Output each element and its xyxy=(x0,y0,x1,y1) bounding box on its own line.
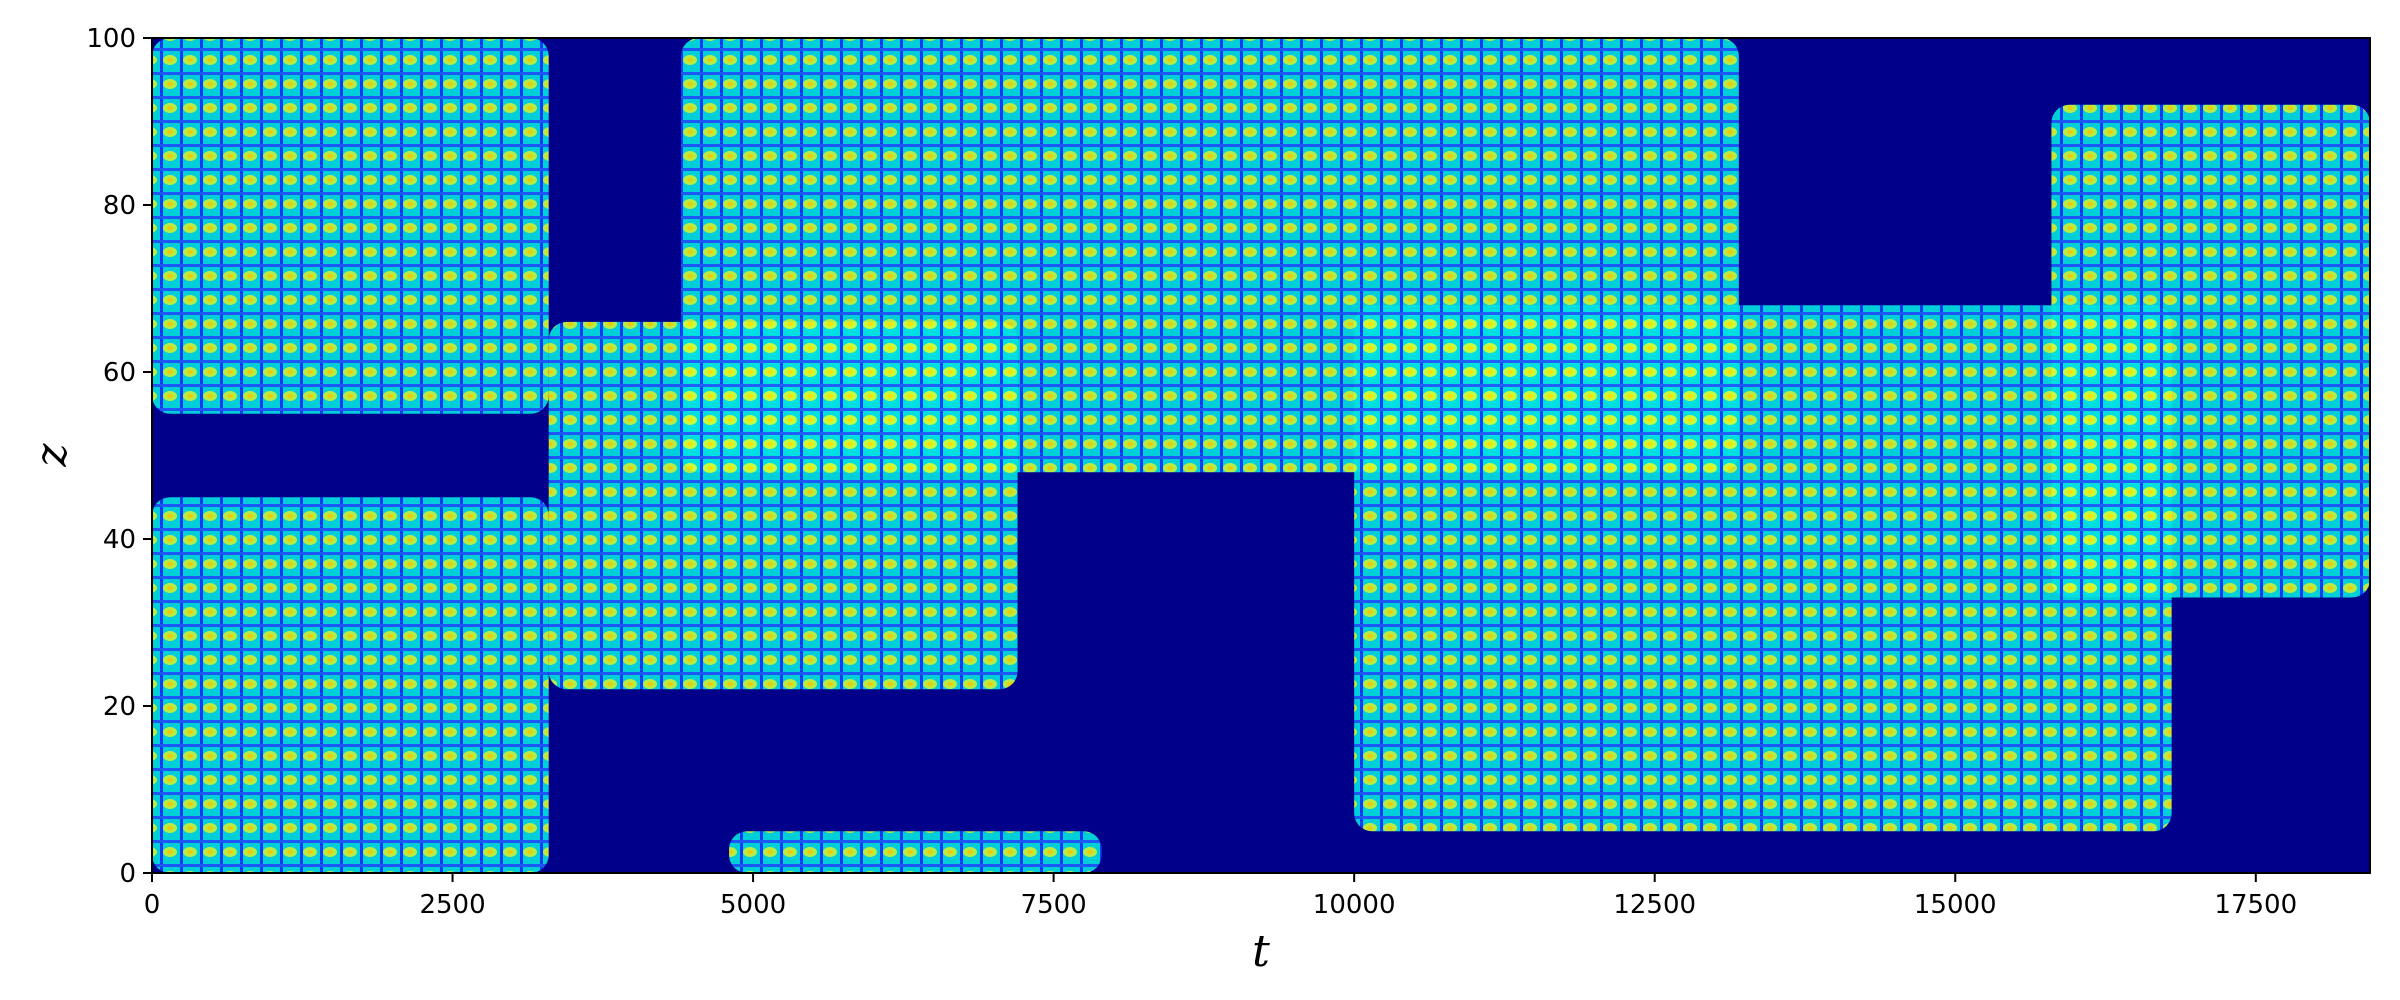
heatmap-region-lower-branch-early xyxy=(152,497,549,873)
heatmap-region-bottom-patches xyxy=(729,831,1102,873)
x-tick-label: 7500 xyxy=(1021,890,1087,920)
plot-frame xyxy=(151,37,2371,874)
heatmap-regions xyxy=(152,38,2370,873)
heatmap-region-late-rise xyxy=(2051,104,2370,598)
y-tick-label: 20 xyxy=(103,692,136,722)
y-tick-label: 80 xyxy=(103,191,136,221)
x-tick-label: 0 xyxy=(144,890,161,920)
x-tick-label: 5000 xyxy=(720,890,786,920)
y-tick-label: 0 xyxy=(119,859,136,889)
x-tick-label: 15000 xyxy=(1914,890,1997,920)
x-axis-label: t xyxy=(1252,926,1270,977)
x-tick-label: 2500 xyxy=(419,890,485,920)
y-axis-ticks: 0 20 40 60 80 100 xyxy=(86,24,152,889)
x-tick-label: 17500 xyxy=(2214,890,2297,920)
y-tick-label: 40 xyxy=(103,525,136,555)
y-axis-label: z xyxy=(26,443,77,468)
heatmap-region-upper-branch-early xyxy=(152,38,549,414)
x-tick-label: 10000 xyxy=(1313,890,1396,920)
heatmap-region-descending-band xyxy=(1354,305,2172,832)
x-tick-label: 12500 xyxy=(1613,890,1696,920)
x-axis-ticks: 0 2500 5000 7500 10000 12500 15000 17500 xyxy=(144,873,2297,920)
y-tick-label: 100 xyxy=(86,24,136,54)
y-tick-label: 60 xyxy=(103,358,136,388)
